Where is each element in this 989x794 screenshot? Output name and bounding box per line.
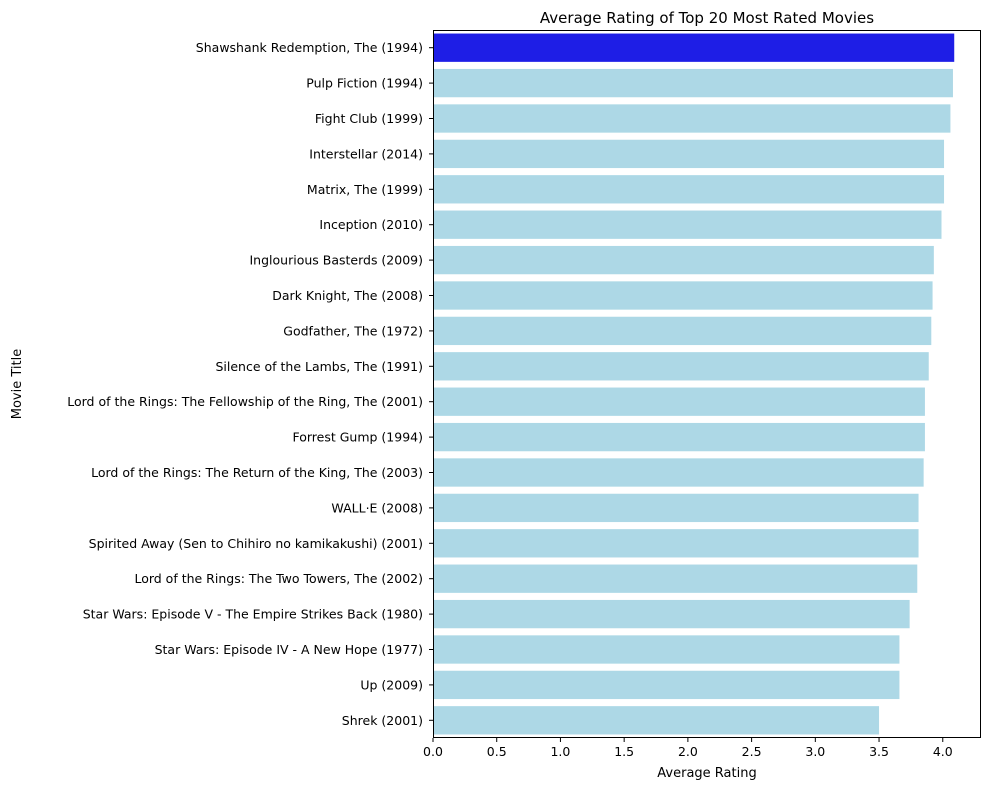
- bar: [433, 316, 932, 346]
- y-tick-label: Up (2009): [360, 677, 423, 692]
- bar: [433, 68, 953, 98]
- y-tick-label: Fight Club (1999): [315, 111, 423, 126]
- bar: [433, 529, 919, 558]
- bar: [433, 210, 942, 239]
- x-tick-label: 2.5: [742, 744, 762, 759]
- bar: [433, 139, 945, 169]
- y-axis-ticks: Shawshank Redemption, The (1994) Pulp Fic…: [67, 40, 433, 728]
- x-tick-label: 0.0: [423, 744, 443, 759]
- x-tick-label: 2.0: [678, 744, 698, 759]
- x-tick-label: 0.5: [487, 744, 507, 759]
- x-tick-label: 4.0: [933, 744, 953, 759]
- bar: [433, 706, 880, 735]
- bar: [433, 670, 900, 700]
- y-tick-label: Inglourious Basterds (2009): [250, 253, 424, 268]
- y-tick-label: Lord of the Rings: The Return of the Kin…: [91, 465, 423, 480]
- x-axis-ticks: 0.0 0.5 1.0 1.5 2.0 2.5 3.0 3.5 4.0: [423, 738, 953, 759]
- y-tick-label: Star Wars: Episode V - The Empire Strike…: [83, 607, 423, 622]
- y-tick-label: Shawshank Redemption, The (1994): [196, 40, 423, 55]
- x-tick-label: 3.0: [805, 744, 825, 759]
- x-tick-label: 1.0: [550, 744, 570, 759]
- y-tick-label: Dark Knight, The (2008): [272, 288, 423, 303]
- y-tick-label: WALL·E (2008): [331, 500, 423, 515]
- y-tick-label: Matrix, The (1999): [307, 182, 423, 197]
- y-axis-label: Movie Title: [10, 349, 25, 419]
- y-tick-label: Spirited Away (Sen to Chihiro no kamikak…: [89, 536, 423, 551]
- x-tick-label: 1.5: [614, 744, 634, 759]
- bar: [433, 493, 919, 523]
- bar: [433, 599, 910, 629]
- y-tick-label: Interstellar (2014): [309, 146, 423, 161]
- y-tick-label: Silence of the Lambs, The (1991): [215, 359, 423, 374]
- bar: [433, 422, 925, 452]
- x-tick-label: 3.5: [869, 744, 889, 759]
- y-tick-label: Lord of the Rings: The Fellowship of the…: [67, 394, 423, 409]
- y-tick-label: Forrest Gump (1994): [292, 430, 423, 445]
- y-tick-label: Lord of the Rings: The Two Towers, The (…: [134, 571, 423, 586]
- bar: [433, 33, 955, 62]
- y-tick-label: Pulp Fiction (1994): [306, 76, 423, 91]
- bars-group: [433, 33, 955, 735]
- bar: [433, 564, 918, 593]
- chart-title: Average Rating of Top 20 Most Rated Movi…: [540, 9, 874, 27]
- y-tick-label: Inception (2010): [319, 217, 423, 232]
- bar: [433, 458, 924, 487]
- y-tick-label: Shrek (2001): [342, 713, 423, 728]
- bar: [433, 245, 934, 275]
- y-tick-label: Star Wars: Episode IV - A New Hope (1977…: [155, 642, 423, 657]
- y-tick-label: Godfather, The (1972): [283, 323, 423, 338]
- x-axis-label: Average Rating: [657, 766, 756, 781]
- bar: [433, 352, 929, 381]
- bar: [433, 281, 933, 310]
- bar: [433, 175, 945, 204]
- bar: [433, 635, 900, 664]
- bar: [433, 104, 951, 133]
- bar: [433, 387, 925, 416]
